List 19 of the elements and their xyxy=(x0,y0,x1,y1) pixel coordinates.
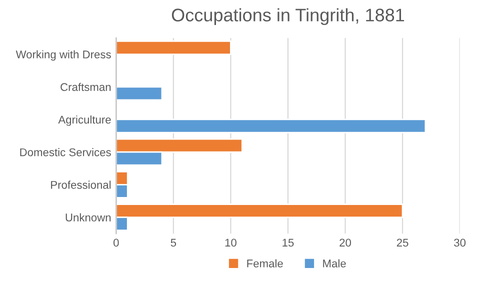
legend-label: Male xyxy=(323,259,346,268)
y-tick-label: Professional xyxy=(51,180,111,189)
y-tick-label: Agriculture xyxy=(58,115,111,126)
bar xyxy=(116,118,426,134)
bar xyxy=(116,86,163,101)
y-tick-label: Domestic Services xyxy=(20,148,111,156)
x-tick-label: 20 xyxy=(340,238,351,247)
y-tick-label: Working with Dress xyxy=(16,50,111,61)
bar xyxy=(116,40,232,55)
y-tick-label: Unknown xyxy=(66,213,111,222)
legend-label: Female xyxy=(247,259,283,268)
x-tick-label: 0 xyxy=(114,238,119,247)
x-tick-label: 15 xyxy=(282,238,294,247)
chart-title: Occupations in Tingrith, 1881 xyxy=(172,8,404,26)
x-tick-label: 30 xyxy=(454,238,466,247)
x-tick-label: 10 xyxy=(225,238,236,247)
y-tick-label: Craftsman xyxy=(60,82,111,92)
x-tick-label: 25 xyxy=(396,238,408,247)
x-tick-label: 5 xyxy=(170,238,176,247)
